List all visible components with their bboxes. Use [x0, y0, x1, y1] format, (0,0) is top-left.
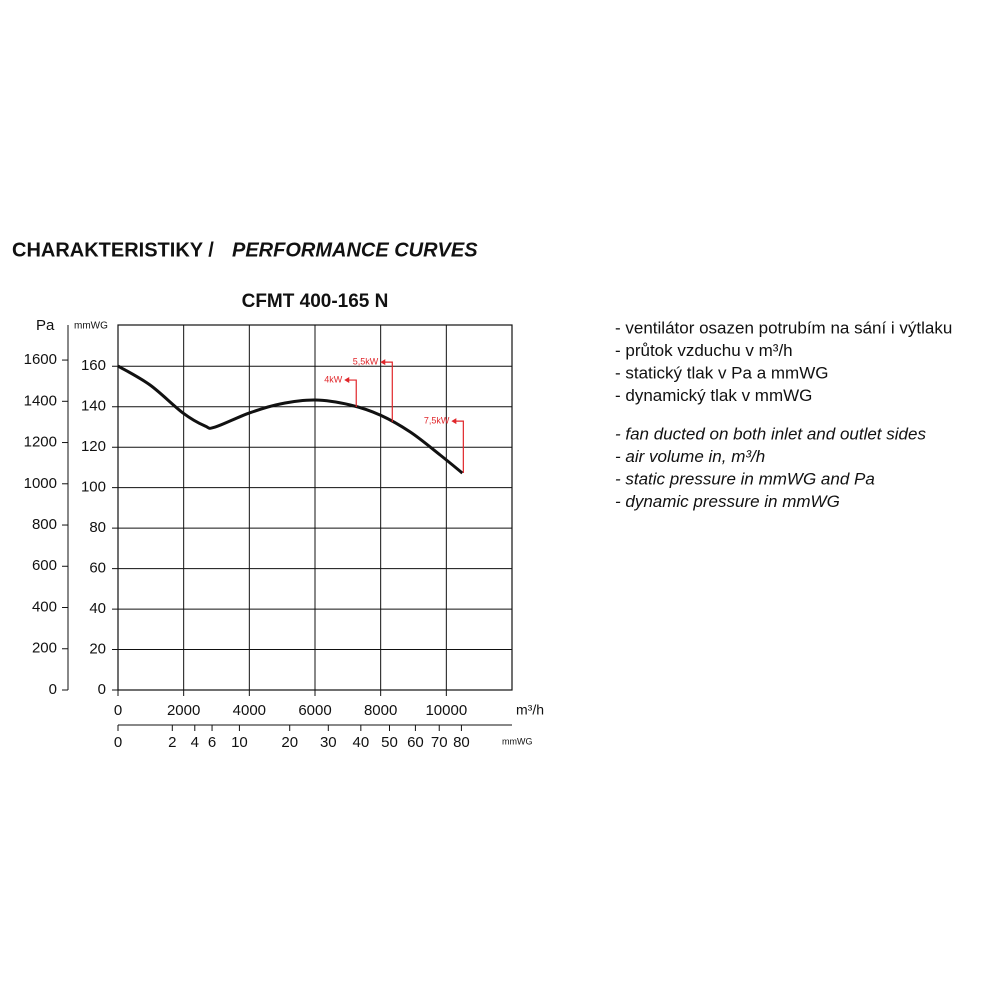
- annotation-arrow: [382, 361, 393, 422]
- y2-tick-label: 60: [89, 560, 106, 577]
- x2-tick-label: 50: [381, 734, 398, 751]
- y-tick-label: 600: [32, 557, 57, 574]
- title-cz: CHARAKTERISTIKY /: [12, 239, 214, 261]
- x-tick-label: 10000: [425, 702, 467, 719]
- y2-axis-label: mmWG: [74, 321, 108, 332]
- x-axis-label: m³/h: [516, 702, 544, 718]
- y2-tick-label: 80: [89, 519, 106, 536]
- x2-tick-label: 70: [431, 734, 448, 751]
- x2-tick-label: 6: [208, 734, 216, 751]
- x-tick-label: 8000: [364, 702, 397, 719]
- x2-tick-label: 10: [231, 734, 248, 751]
- note-cz: - průtok vzduchu v m³/h: [615, 341, 793, 360]
- annotation-label: 5,5kW: [353, 356, 379, 366]
- curve: [117, 364, 464, 475]
- annotation-label: 7,5kW: [424, 415, 450, 425]
- y2-tick-label: 40: [89, 600, 106, 617]
- y-tick-label: 1600: [24, 351, 57, 368]
- note-en: - static pressure in mmWG and Pa: [615, 469, 875, 488]
- y-tick-label: 400: [32, 598, 57, 615]
- x-tick-label: 6000: [298, 702, 331, 719]
- annotation-arrow: [346, 379, 357, 408]
- y2-tick-label: 140: [81, 398, 106, 415]
- title-en: PERFORMANCE CURVES: [232, 239, 478, 261]
- y-tick-label: 1200: [24, 434, 57, 451]
- y-tick-label: 0: [49, 681, 57, 698]
- y2-tick-label: 160: [81, 357, 106, 374]
- y-tick-label: 1000: [24, 475, 57, 492]
- y-tick-label: 1400: [24, 392, 57, 409]
- note-en: - dynamic pressure in mmWG: [615, 492, 840, 511]
- x2-tick-label: 60: [407, 734, 424, 751]
- y-axis-label: Pa: [36, 317, 55, 334]
- x2-tick-label: 80: [453, 734, 470, 751]
- annotation-label: 4kW: [324, 374, 343, 384]
- chart-title: CFMT 400-165 N: [242, 291, 389, 312]
- y2-tick-label: 120: [81, 438, 106, 455]
- x2-tick-label: 4: [191, 734, 199, 751]
- note-en: - air volume in, m³/h: [615, 447, 765, 466]
- arrow-head: [451, 418, 457, 425]
- arrow-head: [344, 377, 350, 384]
- x2-tick-label: 40: [352, 734, 369, 751]
- y-tick-label: 800: [32, 516, 57, 533]
- x2-tick-label: 2: [168, 734, 176, 751]
- y2-tick-label: 0: [98, 681, 106, 698]
- x-tick-label: 2000: [167, 702, 200, 719]
- x2-axis-label: mmWG: [502, 736, 533, 746]
- x2-tick-label: 0: [114, 734, 122, 751]
- x2-tick-label: 20: [281, 734, 298, 751]
- note-cz: - ventilátor osazen potrubím na sání i v…: [615, 318, 952, 337]
- note-cz: - dynamický tlak v mmWG: [615, 386, 812, 405]
- arrow-head: [380, 359, 386, 366]
- y-tick-label: 200: [32, 640, 57, 657]
- y2-tick-label: 100: [81, 479, 106, 496]
- x-tick-label: 4000: [233, 702, 266, 719]
- note-cz: - statický tlak v Pa a mmWG: [615, 363, 828, 382]
- note-en: - fan ducted on both inlet and outlet si…: [615, 424, 926, 443]
- x2-tick-label: 30: [320, 734, 337, 751]
- annotation-arrow: [453, 420, 464, 474]
- y2-tick-label: 20: [89, 641, 106, 658]
- x-tick-label: 0: [114, 702, 122, 719]
